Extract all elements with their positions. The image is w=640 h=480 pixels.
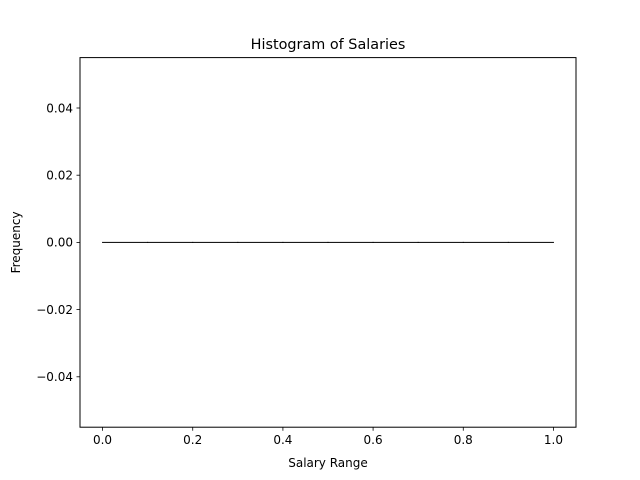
y-ticks: −0.04 −0.02 0.00 0.02 0.04 (36, 101, 80, 384)
x-tick-label: 0.6 (364, 433, 383, 447)
x-tick-label: 0.0 (93, 433, 112, 447)
chart-title: Histogram of Salaries (251, 37, 406, 53)
y-tick-label: 0.00 (46, 236, 73, 250)
y-tick-label: 0.04 (46, 101, 73, 115)
y-axis-label: Frequency (9, 211, 23, 273)
x-tick-label: 1.0 (544, 433, 563, 447)
x-tick-label: 0.4 (273, 433, 292, 447)
x-axis-label: Salary Range (288, 456, 368, 470)
y-tick-label: −0.04 (36, 370, 73, 384)
y-tick-label: 0.02 (46, 169, 73, 183)
x-ticks: 0.0 0.2 0.4 0.6 0.8 1.0 (93, 427, 563, 447)
x-tick-label: 0.2 (183, 433, 202, 447)
y-tick-label: −0.02 (36, 303, 73, 317)
x-tick-label: 0.8 (454, 433, 473, 447)
